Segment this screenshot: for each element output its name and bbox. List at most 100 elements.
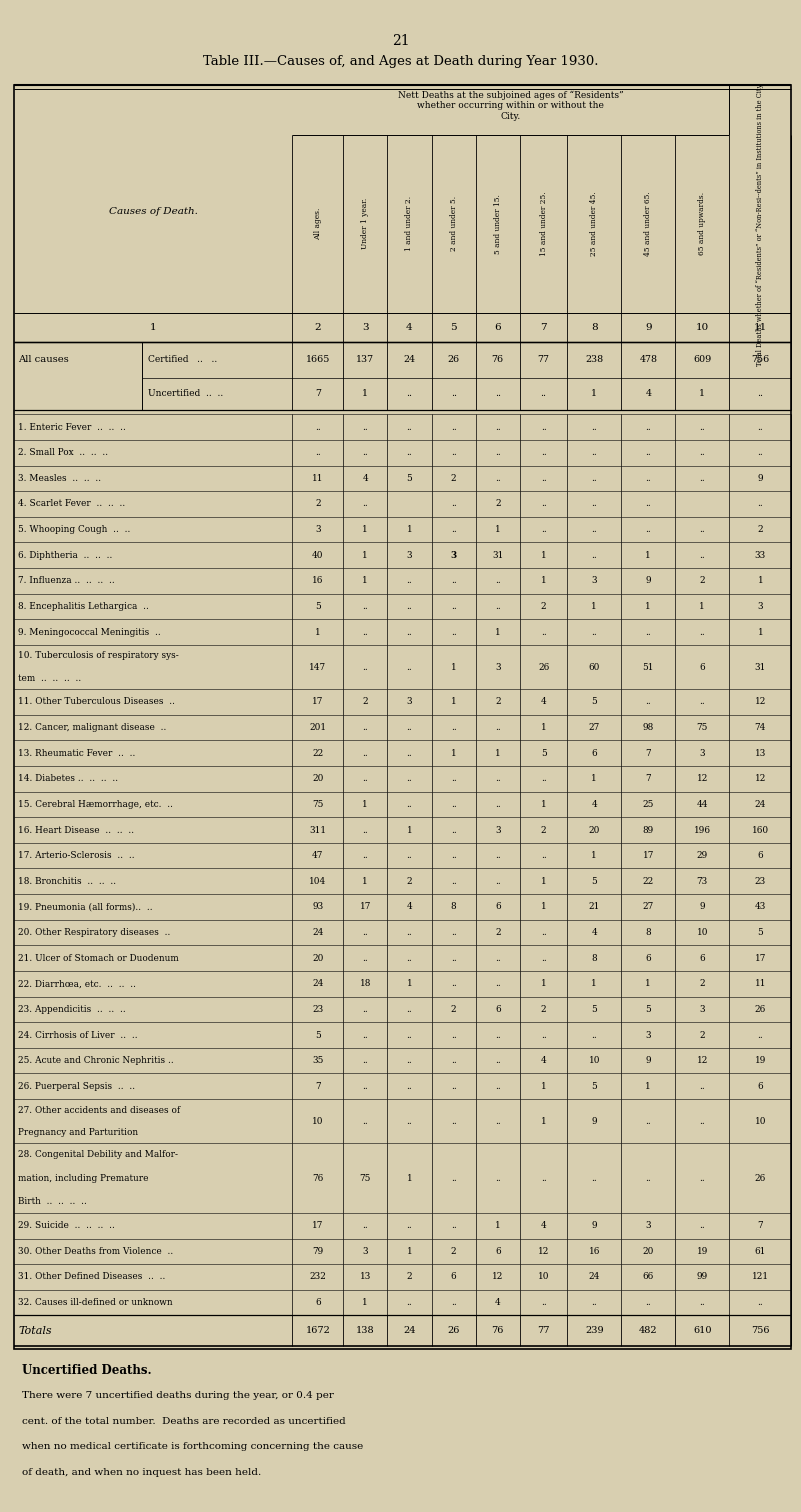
Text: 9: 9 bbox=[591, 1117, 597, 1125]
Text: 65 and upwards.: 65 and upwards. bbox=[698, 192, 706, 256]
Text: 33: 33 bbox=[755, 550, 766, 559]
Text: 73: 73 bbox=[697, 877, 708, 886]
Text: ..: .. bbox=[362, 1117, 368, 1125]
Text: 10: 10 bbox=[695, 324, 709, 331]
Text: 482: 482 bbox=[639, 1326, 658, 1335]
Text: 24: 24 bbox=[312, 928, 324, 937]
Text: 20: 20 bbox=[642, 1247, 654, 1256]
Text: 756: 756 bbox=[751, 1326, 770, 1335]
Text: ..: .. bbox=[699, 422, 705, 431]
Text: 1: 1 bbox=[646, 550, 651, 559]
Text: 3: 3 bbox=[495, 826, 501, 835]
Text: 12. Cancer, malignant disease  ..: 12. Cancer, malignant disease .. bbox=[18, 723, 167, 732]
Text: 3: 3 bbox=[591, 576, 597, 585]
Text: ..: .. bbox=[495, 422, 501, 431]
Text: 1: 1 bbox=[541, 1117, 546, 1125]
Text: 17: 17 bbox=[755, 954, 766, 963]
Text: 27: 27 bbox=[589, 723, 600, 732]
Text: ..: .. bbox=[451, 980, 457, 989]
Text: 1: 1 bbox=[541, 877, 546, 886]
Text: ..: .. bbox=[451, 602, 457, 611]
Text: Uncertified  ..  ..: Uncertified .. .. bbox=[148, 390, 223, 398]
Text: 2: 2 bbox=[495, 928, 501, 937]
Text: 1: 1 bbox=[362, 800, 368, 809]
Text: 6: 6 bbox=[758, 1081, 763, 1090]
Text: ..: .. bbox=[362, 1005, 368, 1015]
Text: 4: 4 bbox=[495, 1299, 501, 1308]
Text: ..: .. bbox=[451, 448, 457, 457]
Text: Birth  ..  ..  ..  ..: Birth .. .. .. .. bbox=[18, 1198, 87, 1205]
Text: ..: .. bbox=[451, 851, 457, 860]
Text: ..: .. bbox=[591, 499, 598, 508]
Text: 25. Acute and Chronic Nephritis ..: 25. Acute and Chronic Nephritis .. bbox=[18, 1057, 174, 1064]
Text: ..: .. bbox=[407, 576, 413, 585]
Text: ..: .. bbox=[757, 390, 763, 398]
Text: 1: 1 bbox=[646, 980, 651, 989]
Text: 3. Measles  ..  ..  ..: 3. Measles .. .. .. bbox=[18, 473, 102, 482]
Text: ..: .. bbox=[451, 826, 457, 835]
Text: 7: 7 bbox=[646, 748, 651, 758]
Text: when no medical certificate is forthcoming concerning the cause: when no medical certificate is forthcomi… bbox=[22, 1442, 364, 1452]
Text: 45 and under 65.: 45 and under 65. bbox=[644, 192, 652, 256]
Text: 1: 1 bbox=[541, 800, 546, 809]
Text: ..: .. bbox=[407, 422, 413, 431]
Text: ..: .. bbox=[495, 1057, 501, 1064]
Text: 3: 3 bbox=[450, 550, 457, 559]
Text: 10. Tuberculosis of respiratory sys-: 10. Tuberculosis of respiratory sys- bbox=[18, 652, 179, 661]
Text: 1: 1 bbox=[699, 390, 705, 398]
Text: 27. Other accidents and diseases of: 27. Other accidents and diseases of bbox=[18, 1105, 180, 1114]
Text: ..: .. bbox=[407, 1222, 413, 1231]
Text: 2: 2 bbox=[758, 525, 763, 534]
Text: 21. Ulcer of Stomach or Duodenum: 21. Ulcer of Stomach or Duodenum bbox=[18, 954, 179, 963]
Text: ..: .. bbox=[451, 954, 457, 963]
Text: 1: 1 bbox=[407, 826, 413, 835]
Text: 15. Cerebral Hæmorrhage, etc.  ..: 15. Cerebral Hæmorrhage, etc. .. bbox=[18, 800, 174, 809]
Text: ..: .. bbox=[407, 1005, 413, 1015]
Text: ..: .. bbox=[495, 1081, 501, 1090]
Text: ..: .. bbox=[451, 1173, 457, 1182]
Text: ..: .. bbox=[758, 499, 763, 508]
Text: 6: 6 bbox=[591, 748, 597, 758]
Text: ..: .. bbox=[495, 576, 501, 585]
Text: 4: 4 bbox=[541, 1222, 546, 1231]
Text: 75: 75 bbox=[360, 1173, 371, 1182]
Text: ..: .. bbox=[541, 390, 546, 398]
Text: City.: City. bbox=[501, 112, 521, 121]
Text: 2: 2 bbox=[541, 1005, 546, 1015]
Text: 1: 1 bbox=[495, 627, 501, 637]
Text: 3: 3 bbox=[315, 525, 320, 534]
Text: 35: 35 bbox=[312, 1057, 324, 1064]
Text: 5: 5 bbox=[407, 473, 413, 482]
Text: ..: .. bbox=[362, 448, 368, 457]
Text: 76: 76 bbox=[312, 1173, 324, 1182]
Text: 1: 1 bbox=[362, 550, 368, 559]
Text: 79: 79 bbox=[312, 1247, 324, 1256]
Text: 26: 26 bbox=[755, 1173, 766, 1182]
Text: 1 and under 2.: 1 and under 2. bbox=[405, 197, 413, 251]
Text: 6: 6 bbox=[494, 324, 501, 331]
Text: ..: .. bbox=[541, 473, 546, 482]
Text: 1: 1 bbox=[758, 627, 763, 637]
Text: 22. Diarrhœa, etc.  ..  ..  ..: 22. Diarrhœa, etc. .. .. .. bbox=[18, 980, 136, 989]
Text: 3: 3 bbox=[646, 1222, 651, 1231]
Text: ..: .. bbox=[699, 1222, 705, 1231]
Text: 238: 238 bbox=[586, 355, 603, 364]
Text: 23. Appendicitis  ..  ..  ..: 23. Appendicitis .. .. .. bbox=[18, 1005, 127, 1015]
Text: 22: 22 bbox=[642, 877, 654, 886]
Text: 8: 8 bbox=[646, 928, 651, 937]
Text: 43: 43 bbox=[755, 903, 766, 912]
Text: 16: 16 bbox=[312, 576, 324, 585]
Text: 1: 1 bbox=[150, 324, 157, 331]
Text: 5 and under 15.: 5 and under 15. bbox=[493, 194, 501, 254]
Text: 9: 9 bbox=[645, 324, 651, 331]
Text: ..: .. bbox=[362, 748, 368, 758]
Text: ..: .. bbox=[362, 851, 368, 860]
Text: ..: .. bbox=[362, 1222, 368, 1231]
Text: 2: 2 bbox=[495, 499, 501, 508]
Text: 20: 20 bbox=[589, 826, 600, 835]
Text: mation, including Premature: mation, including Premature bbox=[18, 1173, 149, 1182]
Text: 1: 1 bbox=[591, 980, 598, 989]
Text: 1: 1 bbox=[591, 851, 598, 860]
Text: 5: 5 bbox=[591, 697, 598, 706]
Text: ..: .. bbox=[646, 525, 651, 534]
